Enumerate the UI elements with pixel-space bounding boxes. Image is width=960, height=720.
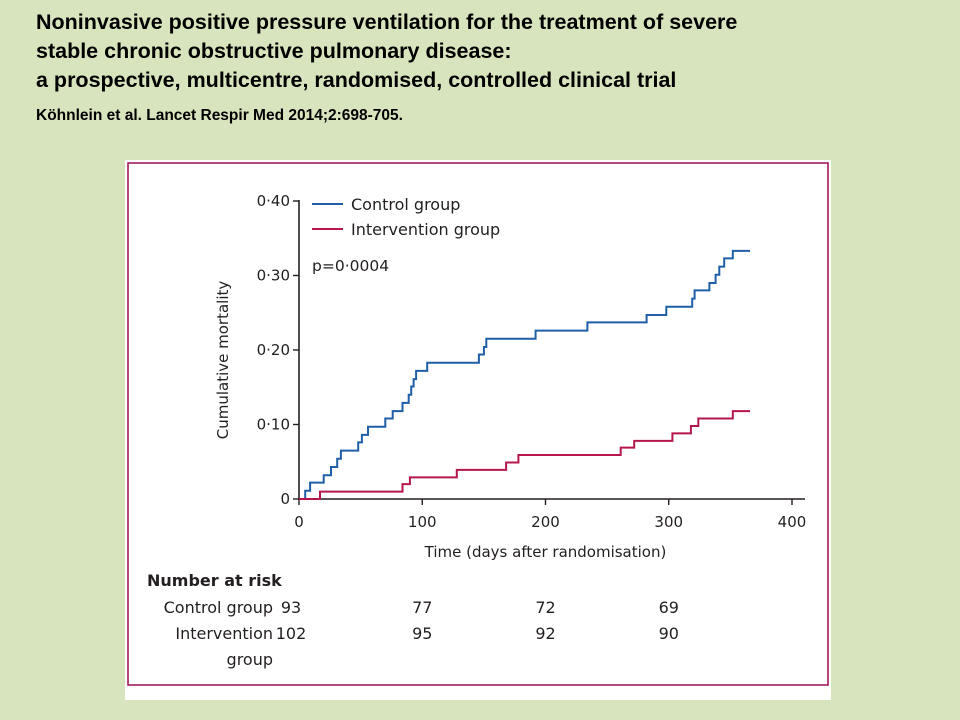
y-tick-label: 0·40 bbox=[257, 192, 290, 210]
legend-label-intervention: Intervention group bbox=[351, 220, 500, 239]
number-at-risk-value: 90 bbox=[659, 624, 679, 643]
intervention-group-curve bbox=[299, 410, 751, 500]
y-tick-label: 0·20 bbox=[257, 341, 290, 359]
number-at-risk-row-label: Intervention bbox=[175, 624, 273, 643]
number-at-risk-value: 92 bbox=[535, 624, 555, 643]
p-value-annotation: p=0·0004 bbox=[312, 257, 389, 275]
y-tick-label: 0·30 bbox=[257, 267, 290, 285]
number-at-risk-value: 95 bbox=[412, 624, 432, 643]
number-at-risk-value: 102 bbox=[276, 624, 307, 643]
number-at-risk-value: 72 bbox=[535, 598, 555, 617]
number-at-risk-value: 69 bbox=[659, 598, 679, 617]
legend-label-control: Control group bbox=[351, 195, 460, 214]
figure-panel: 0 0·10 0·20 0·30 0·40 0 100 200 300 400 Time (days… bbox=[125, 160, 831, 700]
number-at-risk-row-label: group bbox=[227, 650, 273, 669]
control-group-curve bbox=[299, 249, 751, 500]
x-tick-label: 300 bbox=[654, 513, 683, 531]
citation: Köhnlein et al. Lancet Respir Med 2014;2… bbox=[36, 107, 403, 124]
slide-title-line-1: Noninvasive positive pressure ventilatio… bbox=[36, 10, 738, 34]
x-tick-label: 200 bbox=[531, 513, 560, 531]
x-tick-label: 400 bbox=[778, 513, 807, 531]
slide-title-line-3: a prospective, multicentre, randomised, … bbox=[36, 68, 677, 92]
y-tick-label: 0·10 bbox=[257, 416, 290, 434]
slide-title-line-2: stable chronic obstructive pulmonary dis… bbox=[36, 39, 512, 63]
number-at-risk-value: 77 bbox=[412, 598, 432, 617]
y-tick-label: 0 bbox=[280, 490, 290, 508]
number-at-risk-value: 93 bbox=[281, 598, 301, 617]
number-at-risk-heading: Number at risk bbox=[147, 571, 282, 590]
panel-border bbox=[127, 162, 829, 686]
x-axis-title: Time (days after randomisation) bbox=[424, 543, 667, 561]
number-at-risk-row-label: Control group bbox=[164, 598, 273, 617]
km-chart: 0 0·10 0·20 0·30 0·40 0 100 200 300 400 Time (days… bbox=[127, 162, 829, 686]
x-tick-label: 0 bbox=[294, 513, 304, 531]
y-axis-title: Cumulative mortality bbox=[214, 281, 232, 440]
x-tick-label: 100 bbox=[408, 513, 437, 531]
